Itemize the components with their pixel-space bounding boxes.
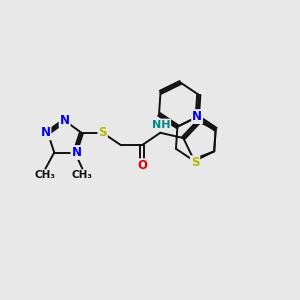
Text: S: S	[191, 156, 199, 169]
Text: S: S	[98, 126, 107, 139]
Text: N: N	[71, 146, 82, 159]
Text: N: N	[60, 114, 70, 127]
Text: N: N	[192, 110, 202, 123]
Text: CH₃: CH₃	[35, 170, 56, 180]
Text: O: O	[137, 159, 147, 172]
Text: CH₃: CH₃	[72, 170, 93, 180]
Text: N: N	[40, 126, 50, 139]
Text: NH: NH	[152, 119, 170, 130]
